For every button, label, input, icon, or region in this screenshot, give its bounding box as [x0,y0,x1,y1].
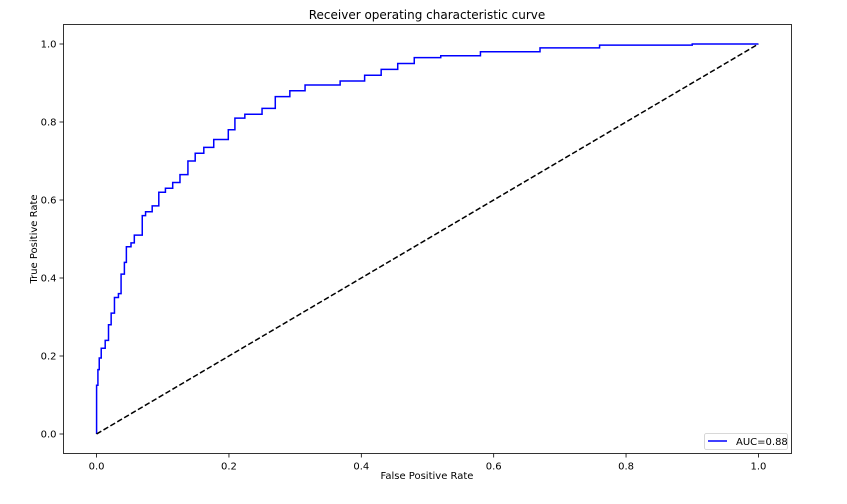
plot-frame [63,24,792,454]
legend-box [704,433,788,450]
y-tick-label: 0.4 [41,274,57,285]
chance-diagonal-line [96,43,759,435]
x-tick-label: 0.4 [353,462,369,473]
legend: AUC=0.88 [704,433,788,450]
y-tick-label: 0.2 [41,352,57,363]
roc-curve-line [95,43,759,434]
x-axis-label: False Positive Rate [381,471,474,482]
y-tick-label: 0.6 [41,196,57,207]
y-tick-label: 0.0 [41,430,57,441]
y-tick-label: 0.8 [41,118,57,129]
x-tick-label: 0.6 [486,462,502,473]
y-axis-label: True Positive Rate [29,194,40,284]
y-tick-label: 1.0 [41,40,57,51]
x-tick-label: 0.8 [618,462,634,473]
legend-label: AUC=0.88 [736,437,788,448]
chart-title: Receiver operating characteristic curve [309,8,546,22]
x-tick-label: 1.0 [750,462,766,473]
x-tick-label: 0.0 [89,462,105,473]
x-tick-label: 0.2 [221,462,237,473]
